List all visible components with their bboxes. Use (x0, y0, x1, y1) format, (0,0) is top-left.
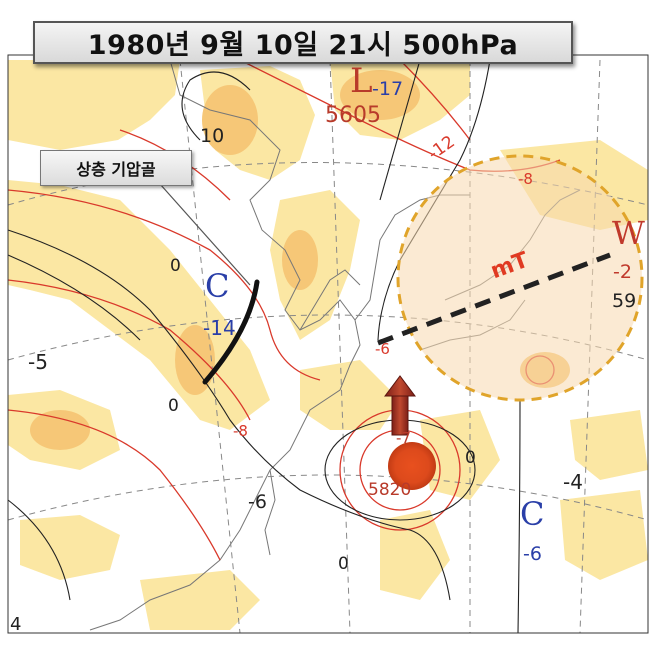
warm-center-temp: -2 (613, 261, 632, 283)
contour-label: 4 (10, 614, 22, 635)
height-contours (7, 59, 521, 634)
warm-center-letter: W (612, 214, 645, 252)
contour-label: -4 (563, 470, 583, 494)
low-pressure-height: 5605 (325, 103, 381, 128)
air-mass-circle (396, 154, 644, 402)
map-title: 1980년 9월 10일 21시 500hPa (33, 21, 573, 64)
contour-label: -5 (28, 350, 48, 374)
moisture-arrow (384, 375, 416, 436)
contour-label: 0 (338, 554, 349, 574)
ridge-axis-line (377, 252, 611, 346)
cold-center-west-temp: -14 (203, 316, 236, 340)
contour-label: 0 (465, 448, 476, 468)
contour-label: -8 (518, 170, 533, 188)
typhoon-height: 5820 (368, 480, 412, 500)
low-pressure-temp: -17 (372, 78, 404, 100)
contour-label: -8 (233, 422, 248, 440)
typhoon-center (388, 442, 436, 490)
isotherms (7, 59, 561, 561)
humidity-shading-dark (30, 70, 570, 450)
cold-center-southeast-temp: -6 (523, 543, 542, 565)
contour-label: 10 (200, 125, 225, 147)
trough-line (202, 279, 260, 385)
contour-label: -6 (375, 340, 390, 358)
low-pressure-letter: L (350, 61, 373, 101)
cold-center-west-letter: C (205, 267, 230, 305)
trough-callout: 상층 기압골 (40, 150, 192, 186)
contour-label: -6 (248, 491, 267, 513)
warm-center-height: 59 (612, 290, 637, 312)
callout-leader (159, 183, 251, 286)
contour-label: 0 (170, 256, 181, 276)
contour-label: 0 (168, 396, 179, 416)
cold-center-southeast-letter: C (520, 495, 545, 533)
typhoon-temp: -7 (396, 429, 411, 447)
